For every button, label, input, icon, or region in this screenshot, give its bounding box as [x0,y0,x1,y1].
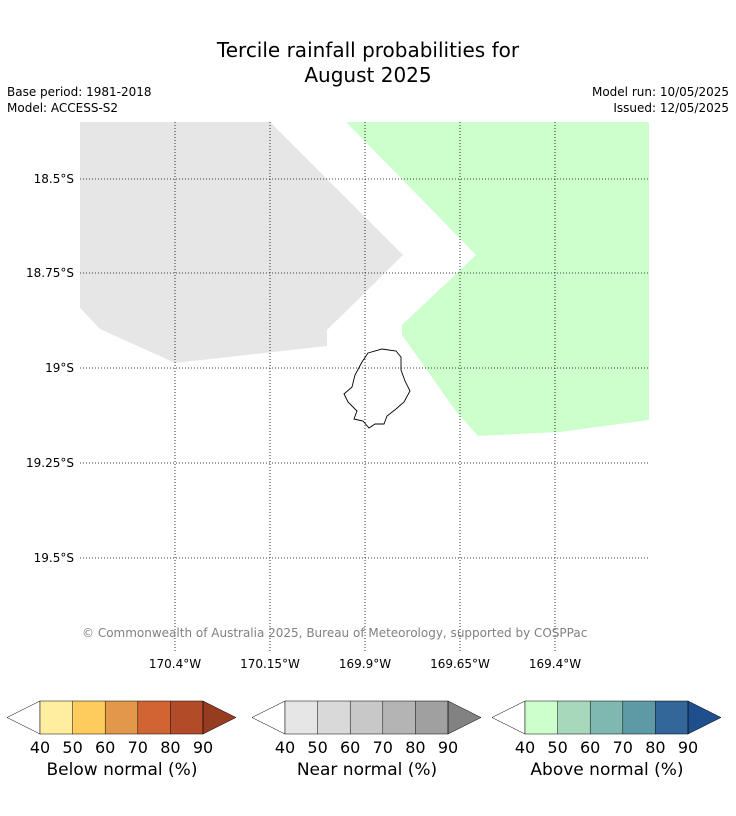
colorbar-max-extend [687,700,722,735]
lon-label: 169.9°W [338,657,392,671]
lon-label: 170.15°W [240,657,300,671]
lat-label: 19.25°S [26,456,74,470]
lon-label: 169.4°W [528,657,582,671]
legend-tick: 50 [307,738,328,757]
lon-label: 170.4°W [148,657,202,671]
legend-tick: 80 [405,738,426,757]
colorbar-cell [317,701,351,734]
issued-date: Issued: 12/05/2025 [613,101,729,115]
colorbar-cell [105,701,138,734]
colorbar-above-normal [492,700,722,735]
model-run: Model run: 10/05/2025 [591,85,729,99]
colorbar-cell [170,701,203,734]
colorbar-cell [72,701,106,734]
island-outline [343,348,411,429]
model-name: Model: ACCESS-S2 [7,101,119,115]
colorbar-cell [557,701,591,734]
colorbar-max-extend [202,700,237,735]
colorbar-below-normal [7,700,237,735]
legend-tick: 80 [160,738,181,757]
legend-tick: 40 [514,738,536,757]
meta-right: Model run: 10/05/2025 Issued: 12/05/2025 [592,84,729,116]
legend-label: Near normal (%) [296,760,438,780]
legend-tick: 80 [645,738,666,757]
map-panel [80,122,649,652]
legend-label: Below normal (%) [46,760,198,780]
legend-tick: 90 [677,738,699,757]
legend-tick: 90 [437,738,459,757]
colorbar-cell [590,701,623,734]
colorbar-near-normal [252,700,482,735]
colorbar-cell [40,701,73,734]
legend-near-normal: 40 50 60 70 80 90 Near normal (%) [252,700,482,780]
lat-label: 19°S [45,361,74,375]
legend-tick: 70 [127,738,148,757]
legend-tick: 50 [62,738,83,757]
grid-lines [80,122,649,652]
lat-label: 19.5°S [33,551,74,565]
colorbar-cell [350,701,383,734]
legend-tick: 60 [580,738,601,757]
colorbar-cell [622,701,656,734]
meta-left: Base period: 1981-2018 Model: ACCESS-S2 [7,84,152,116]
title-line-1: Tercile rainfall probabilities for [216,38,520,62]
colorbar-cell [655,701,688,734]
above-normal-region [346,122,649,436]
legend-tick: 60 [95,738,116,757]
colorbar-cell [285,701,318,734]
legend-above-normal: 40 50 60 70 80 90 Above normal (%) [492,700,722,780]
legend-tick: 60 [340,738,361,757]
colorbar-min-extend [252,700,286,735]
colorbar-cell [415,701,448,734]
legend-tick: 40 [274,738,296,757]
base-period: Base period: 1981-2018 [7,85,152,99]
lon-label: 169.65°W [430,657,490,671]
legend-tick: 70 [612,738,633,757]
colorbar-cell [137,701,171,734]
colorbar-cell [525,701,558,734]
colorbar-min-extend [492,700,526,735]
copyright-notice: © Commonwealth of Australia 2025, Bureau… [82,626,588,640]
legend-tick: 40 [29,738,51,757]
map-title: Tercile rainfall probabilities for Augus… [0,38,736,88]
lat-label: 18.75°S [26,266,74,280]
legend-tick: 50 [547,738,568,757]
colorbar-min-extend [7,700,41,735]
colorbar-max-extend [447,700,482,735]
colorbar-cell [382,701,416,734]
near-normal-region [80,122,403,363]
legend-below-normal: 40 50 60 70 80 90 Below normal (%) [7,700,237,780]
lat-label: 18.5°S [33,172,74,186]
legend-tick: 90 [192,738,214,757]
legend-tick: 70 [372,738,393,757]
title-line-2: August 2025 [304,63,432,87]
legend-label: Above normal (%) [530,760,684,780]
